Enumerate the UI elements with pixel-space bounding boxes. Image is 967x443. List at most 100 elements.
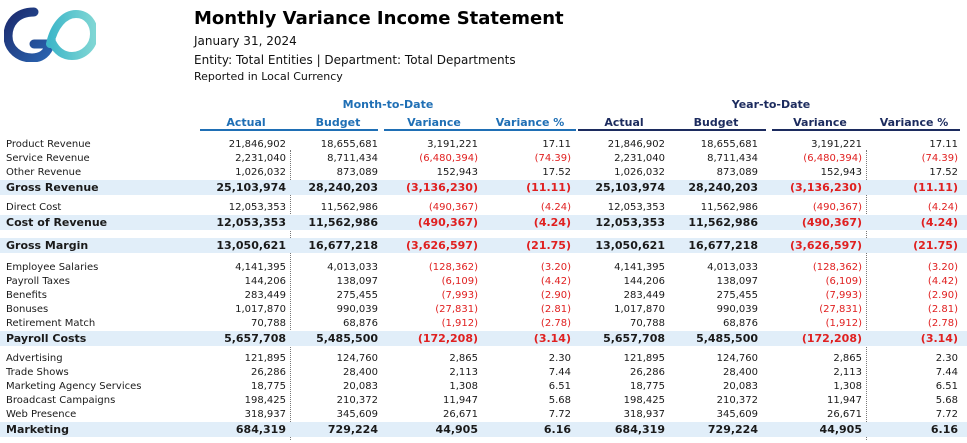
cell-mtd-budget: 990,039: [336, 304, 378, 315]
cell-mtd-budget: 18,655,681: [320, 139, 378, 150]
col-header-ytd-variance-pct: Variance %: [879, 116, 949, 129]
cell-ytd-variance: 1,308: [833, 381, 862, 392]
cell-mtd-budget: 210,372: [336, 395, 378, 406]
cell-mtd-actual: 12,053,353: [216, 216, 286, 229]
cell-ytd-variance: (128,362): [812, 262, 862, 273]
cell-ytd-actual: 144,206: [623, 276, 665, 287]
cell-ytd-budget: 873,089: [716, 167, 758, 178]
row-label: Marketing: [6, 423, 70, 436]
cell-ytd-variance-pct: (2.78): [927, 318, 958, 329]
cell-mtd-budget: 138,097: [336, 276, 378, 287]
table-row: Marketing Agency Services 18,775 20,083 1,3…: [0, 380, 967, 394]
column-divider: [290, 150, 291, 440]
table-row: Service Revenue 2,231,040 8,711,434 (6,480,…: [0, 152, 967, 166]
cell-ytd-variance-pct: 2.30: [935, 353, 958, 364]
cell-ytd-variance: (1,912): [825, 318, 862, 329]
cell-mtd-actual: 121,895: [244, 353, 286, 364]
cell-mtd-variance-pct: (3.20): [540, 262, 571, 273]
cell-mtd-actual: 2,231,040: [235, 153, 286, 164]
cell-ytd-variance-pct: (2.90): [927, 290, 958, 301]
underline-mtd-actual-budget: [200, 129, 378, 131]
group-header-ytd: Year-to-Date: [731, 98, 811, 111]
cell-ytd-variance: 44,905: [819, 423, 862, 436]
cell-mtd-variance-pct: 6.16: [543, 423, 571, 436]
cell-ytd-variance: 11,947: [827, 395, 862, 406]
cell-mtd-variance: 1,308: [449, 381, 478, 392]
row-label: Product Revenue: [6, 139, 91, 150]
report-title: Monthly Variance Income Statement: [194, 8, 564, 29]
table-row: Product Revenue 21,846,902 18,655,681 3,191…: [0, 138, 967, 152]
cell-ytd-variance: (172,208): [801, 332, 862, 345]
cell-ytd-variance: (6,109): [825, 276, 862, 287]
cell-ytd-budget: 68,876: [723, 318, 758, 329]
report-header: Monthly Variance Income Statement Januar…: [194, 8, 564, 84]
row-label: Payroll Taxes: [6, 276, 70, 287]
cell-ytd-variance-pct: (4.24): [920, 216, 958, 229]
cell-mtd-variance: (6,109): [441, 276, 478, 287]
cell-mtd-variance: (128,362): [428, 262, 478, 273]
underline-ytd-actual-budget: [578, 129, 766, 131]
cell-ytd-actual: 318,937: [623, 409, 665, 420]
col-header-ytd-budget: Budget: [693, 116, 739, 129]
cell-ytd-actual: 18,775: [630, 381, 665, 392]
cell-ytd-variance: 26,671: [827, 409, 862, 420]
cell-mtd-variance: (27,831): [435, 304, 478, 315]
cell-mtd-actual: 12,053,353: [228, 202, 286, 213]
row-label: Benefits: [6, 290, 47, 301]
cell-mtd-variance: (172,208): [417, 332, 478, 345]
underline-mtd-variance: [384, 129, 576, 131]
cell-mtd-variance-pct: 7.72: [548, 409, 571, 420]
cell-ytd-actual: 12,053,353: [607, 202, 665, 213]
cell-ytd-actual: 2,231,040: [614, 153, 665, 164]
cell-ytd-budget: 20,083: [723, 381, 758, 392]
cell-mtd-variance: 3,191,221: [427, 139, 478, 150]
row-label: Direct Cost: [6, 202, 62, 213]
cell-ytd-variance-pct: (11.11): [913, 181, 958, 194]
cell-ytd-variance-pct: (3.20): [927, 262, 958, 273]
cell-mtd-variance: (6,480,394): [419, 153, 478, 164]
cell-mtd-variance-pct: 17.52: [542, 167, 571, 178]
table-row: Benefits 283,449 275,455 (7,993) (2.90) 283,4…: [0, 289, 967, 303]
cell-mtd-variance-pct: (21.75): [526, 239, 571, 252]
column-divider: [866, 150, 867, 440]
cell-ytd-budget: 28,400: [723, 367, 758, 378]
cell-mtd-actual: 5,657,708: [224, 332, 286, 345]
table-row: Bonuses 1,017,870 990,039 (27,831) (2.81) 1,0…: [0, 303, 967, 317]
cell-ytd-variance-pct: (74.39): [921, 153, 958, 164]
cell-ytd-actual: 121,895: [623, 353, 665, 364]
cell-mtd-variance-pct: (2.81): [540, 304, 571, 315]
cell-ytd-actual: 26,286: [630, 367, 665, 378]
row-label: Cost of Revenue: [6, 216, 108, 229]
group-header-mtd: Month-to-Date: [342, 98, 434, 111]
company-logo-icon: [4, 7, 96, 62]
cell-mtd-budget: 873,089: [336, 167, 378, 178]
cell-mtd-budget: 8,711,434: [327, 153, 378, 164]
cell-ytd-variance: 152,943: [820, 167, 862, 178]
row-spacer: [0, 230, 967, 238]
cell-ytd-budget: 11,562,986: [688, 216, 758, 229]
cell-mtd-variance: 2,865: [449, 353, 478, 364]
cell-ytd-variance-pct: 6.16: [930, 423, 958, 436]
col-header-ytd-variance: Variance: [793, 116, 847, 129]
cell-mtd-variance-pct: (2.78): [540, 318, 571, 329]
cell-mtd-actual: 26,286: [251, 367, 286, 378]
cell-ytd-budget: 28,240,203: [688, 181, 758, 194]
total-row: Marketing 684,319 729,224 44,905 6.16 684,319…: [0, 422, 967, 437]
total-row: Gross Revenue 25,103,974 28,240,203 (3,136,…: [0, 180, 967, 195]
cell-mtd-budget: 11,562,986: [320, 202, 378, 213]
table-row: Direct Cost 12,053,353 11,562,986 (490,367)…: [0, 201, 967, 215]
cell-mtd-budget: 16,677,218: [308, 239, 378, 252]
cell-mtd-variance-pct: 17.11: [542, 139, 571, 150]
cell-ytd-variance-pct: 17.11: [929, 139, 958, 150]
cell-ytd-variance-pct: (4.42): [927, 276, 958, 287]
row-label: Broadcast Campaigns: [6, 395, 116, 406]
cell-mtd-actual: 25,103,974: [216, 181, 286, 194]
cell-mtd-actual: 21,846,902: [228, 139, 286, 150]
cell-ytd-actual: 283,449: [623, 290, 665, 301]
cell-mtd-actual: 1,026,032: [235, 167, 286, 178]
cell-ytd-budget: 729,224: [707, 423, 758, 436]
total-row: Cost of Revenue 12,053,353 11,562,986 (490,…: [0, 215, 967, 230]
cell-ytd-variance-pct: 17.52: [929, 167, 958, 178]
table-row: Advertising 121,895 124,760 2,865 2.30 121,89…: [0, 352, 967, 366]
cell-mtd-variance: 2,113: [449, 367, 478, 378]
